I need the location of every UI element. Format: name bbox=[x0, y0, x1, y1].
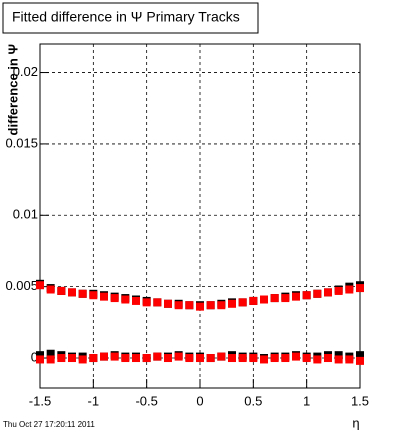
x-axis-label: η bbox=[352, 415, 359, 430]
marker bbox=[206, 301, 215, 310]
marker bbox=[270, 294, 279, 303]
title-box bbox=[2, 2, 259, 34]
x-tick-label: 0 bbox=[196, 393, 203, 408]
marker bbox=[46, 349, 55, 358]
marker bbox=[100, 292, 108, 301]
marker bbox=[217, 352, 226, 361]
marker bbox=[196, 302, 204, 311]
marker bbox=[142, 298, 151, 307]
marker bbox=[324, 288, 332, 297]
marker bbox=[302, 354, 311, 363]
y-axis-label: difference in Ψ bbox=[5, 44, 20, 135]
marker bbox=[217, 301, 226, 310]
plot-frame bbox=[39, 43, 361, 389]
marker bbox=[142, 354, 151, 363]
marker bbox=[68, 354, 76, 363]
marker bbox=[100, 352, 108, 361]
x-tick-label: 1.5 bbox=[351, 393, 369, 408]
y-tick-label: 0.01 bbox=[13, 207, 38, 222]
marker bbox=[164, 354, 172, 363]
y-tick-label: 0.02 bbox=[13, 64, 38, 79]
marker bbox=[89, 354, 98, 363]
marker bbox=[302, 291, 311, 300]
marker bbox=[89, 291, 98, 300]
marker bbox=[313, 355, 322, 364]
y-tick-label: 0.005 bbox=[5, 278, 38, 293]
footer-date: Thu Oct 27 17:20:11 2011 bbox=[3, 420, 95, 429]
marker bbox=[110, 352, 119, 361]
marker bbox=[334, 351, 343, 360]
marker bbox=[121, 354, 130, 363]
x-tick-label: 1 bbox=[303, 393, 310, 408]
marker bbox=[345, 285, 354, 294]
marker bbox=[46, 285, 55, 294]
marker bbox=[185, 301, 194, 310]
marker bbox=[356, 351, 364, 360]
marker bbox=[334, 355, 343, 364]
marker bbox=[78, 355, 87, 364]
marker bbox=[132, 296, 140, 305]
marker bbox=[238, 298, 247, 307]
x-tick-label: -1 bbox=[88, 393, 100, 408]
marker bbox=[196, 354, 204, 363]
marker bbox=[281, 294, 290, 303]
marker bbox=[228, 299, 236, 308]
marker bbox=[153, 352, 162, 361]
marker bbox=[324, 354, 332, 363]
marker bbox=[228, 354, 236, 363]
marker bbox=[260, 295, 268, 304]
marker bbox=[174, 352, 183, 361]
marker bbox=[249, 296, 258, 305]
marker bbox=[36, 355, 44, 364]
chart-title: Fitted difference in Ψ Primary Tracks bbox=[12, 9, 240, 25]
marker bbox=[249, 354, 258, 363]
marker bbox=[185, 354, 194, 363]
marker bbox=[121, 295, 130, 304]
marker bbox=[110, 294, 119, 303]
marker bbox=[260, 355, 268, 364]
marker bbox=[57, 354, 66, 363]
marker bbox=[313, 289, 322, 298]
marker bbox=[132, 354, 140, 363]
marker bbox=[36, 281, 44, 290]
x-tick-label: -1.5 bbox=[29, 393, 51, 408]
marker bbox=[292, 292, 300, 301]
marker bbox=[356, 284, 364, 293]
marker bbox=[238, 354, 247, 363]
marker bbox=[57, 286, 66, 295]
x-tick-label: -0.5 bbox=[135, 393, 157, 408]
y-tick-label: 0 bbox=[31, 349, 38, 364]
marker bbox=[46, 355, 55, 364]
marker bbox=[153, 298, 162, 307]
marker bbox=[345, 355, 354, 364]
marker bbox=[36, 351, 44, 360]
y-tick-label: 0.015 bbox=[5, 135, 38, 150]
marker bbox=[270, 354, 279, 363]
marker bbox=[68, 288, 76, 297]
marker bbox=[292, 352, 300, 361]
marker bbox=[281, 354, 290, 363]
marker bbox=[78, 289, 87, 298]
marker bbox=[356, 356, 364, 365]
marker bbox=[206, 354, 215, 363]
x-tick-label: 0.5 bbox=[244, 393, 262, 408]
marker bbox=[164, 299, 172, 308]
marker bbox=[334, 286, 343, 295]
marker bbox=[174, 301, 183, 310]
